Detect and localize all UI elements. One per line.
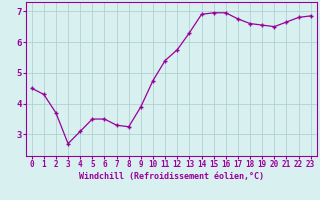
X-axis label: Windchill (Refroidissement éolien,°C): Windchill (Refroidissement éolien,°C) — [79, 172, 264, 181]
